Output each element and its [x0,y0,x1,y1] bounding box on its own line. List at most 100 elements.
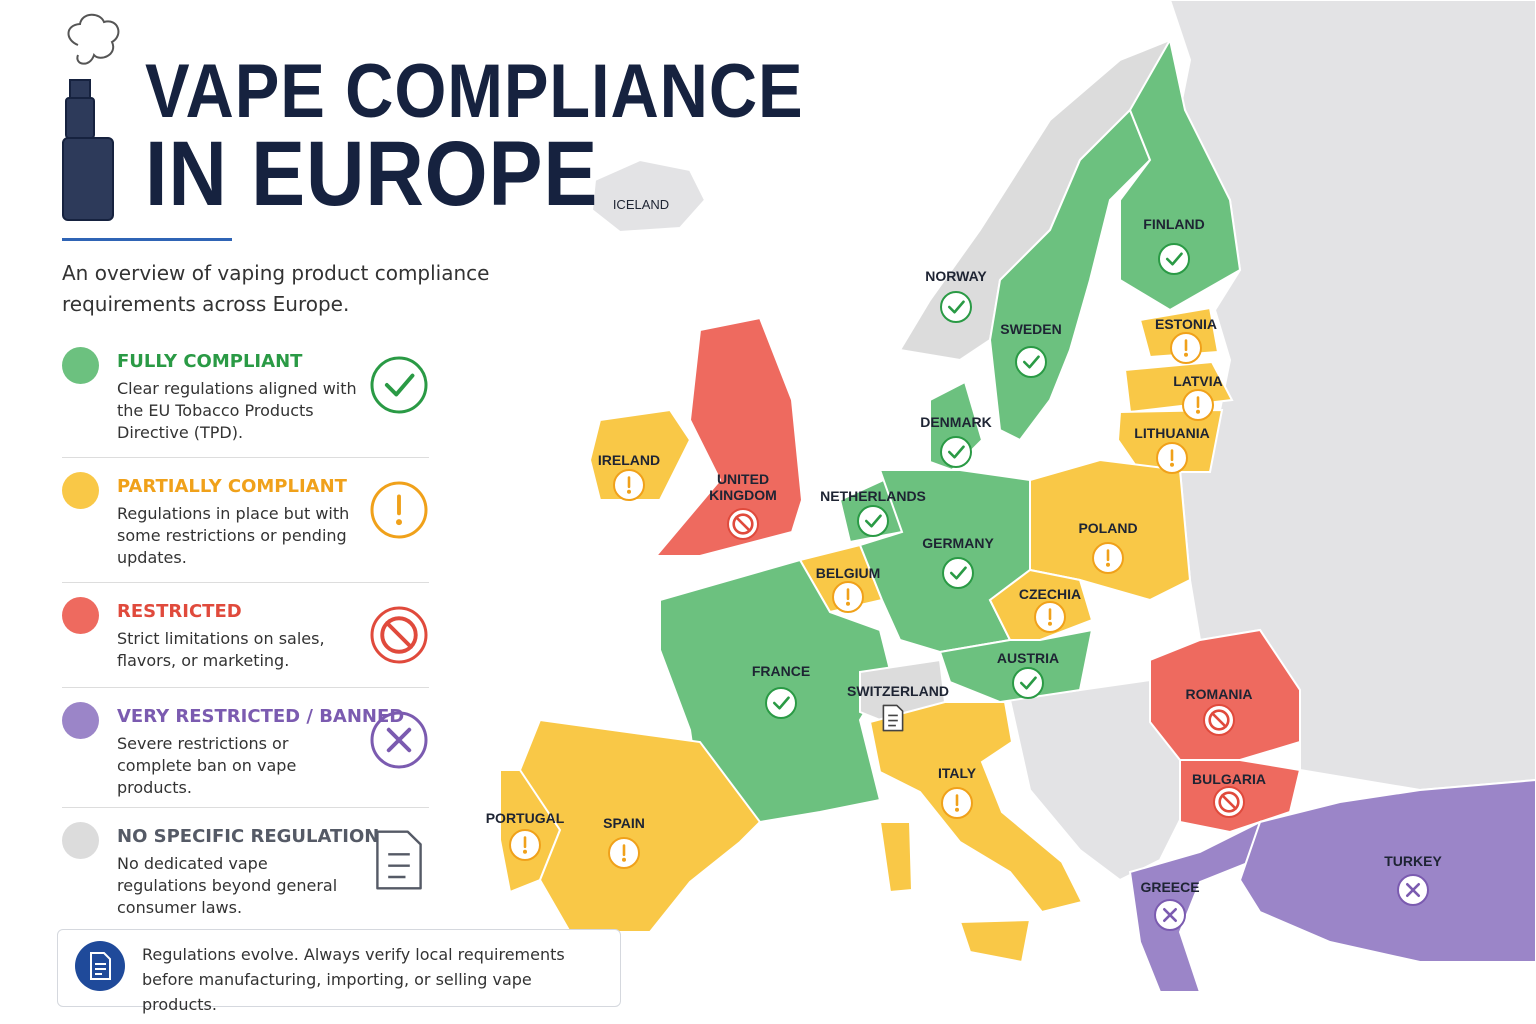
doc-glyph [882,704,904,732]
country-label: NETHERLANDS [820,488,926,504]
x-glyph [386,727,412,753]
x-glyph [1406,883,1420,897]
icon-ring [765,687,797,719]
country-shape [938,628,1094,704]
country-shape [1119,37,1242,312]
iceland-shape [590,158,707,234]
legend-label: VERY RESTRICTED / BANNED [117,706,405,727]
country-shape [1238,778,1536,963]
status-icon [1182,389,1214,421]
country-shape [868,701,1084,914]
country-label: GREECE [1140,879,1200,895]
country-label: DENMARK [920,414,992,430]
note-icon-circle [75,941,125,991]
doc-glyph [376,830,422,890]
status-icon [1154,899,1186,931]
status-icon [1170,332,1202,364]
country-label: ICELAND [612,197,670,212]
icon-ring [942,557,974,589]
country-label: FINLAND [1143,216,1205,232]
vapor-cloud [67,13,120,65]
status-icon [608,837,640,869]
legend-swatch [62,472,99,509]
exclamation-dot [1106,562,1110,567]
country-label: UNITED KINGDOM [709,471,777,503]
country-label: POLAND [1078,520,1138,536]
legend-separator [62,807,429,808]
status-icon [1397,874,1429,906]
legend-swatch [62,702,99,739]
subtitle: An overview of vaping product compliance… [62,261,490,316]
vape-tank [65,97,95,139]
legend-description: Strict limitations on sales, flavors, or… [117,629,325,670]
status-icon [940,436,972,468]
status-icon [1012,667,1044,699]
country-label: ITALY [937,765,977,781]
legend-description: Severe restrictions or complete ban on v… [117,734,297,797]
country-shape [958,918,1032,964]
status-icon [1092,542,1124,574]
status-icon [1213,786,1245,818]
legend-separator [62,582,429,583]
country-label: ROMANIA [1185,686,1253,702]
legend-separator [62,687,429,688]
legend-label: RESTRICTED [117,601,242,622]
legend-description: No dedicated vape regulations beyond gen… [117,854,338,917]
countries [499,37,1536,993]
country-label: BULGARIA [1192,771,1266,787]
status-icon [942,557,974,589]
check-glyph [384,373,415,397]
vape-device [62,13,120,221]
country-label: BELGIUM [815,565,881,581]
status-icon [1158,243,1190,275]
status-icon [940,291,972,323]
exclamation-dot [1196,409,1200,414]
legend-icons [370,356,428,890]
ban-slash [385,621,413,649]
country-label: AUSTRIA [996,650,1060,666]
country-label: GERMANY [922,535,994,551]
country-label: NORWAY [925,268,987,284]
ban-glyph [732,513,754,535]
icon-ring [940,291,972,323]
legend-label: FULLY COMPLIANT [117,351,303,372]
exclamation-dot [955,807,959,812]
status-icon [727,508,759,540]
ban-glyph [1218,791,1240,813]
status-icon [1156,442,1188,474]
country-label: TURKEY [1384,853,1442,869]
x-glyph [1163,908,1177,922]
exclamation-dot [523,849,527,854]
status-icon [882,704,904,732]
icon-ring [1012,667,1044,699]
country-label: IRELAND [597,452,661,468]
ban-slash [735,516,751,532]
check-glyph [947,445,965,459]
note-icon [75,941,125,991]
country-icons [509,243,1429,931]
legend-label: NO SPECIFIC REGULATION [117,826,380,847]
country-label: FRANCE [751,663,811,679]
icon-ring [1158,243,1190,275]
country-shape [1149,628,1301,761]
icon-ring [370,356,428,414]
ban-glyph [1208,709,1230,731]
check-glyph [772,696,790,710]
legend-separator [62,457,429,458]
icon-ring [857,505,889,537]
ban-slash [1221,794,1237,810]
country-shape [518,718,762,933]
check-glyph [864,514,882,528]
check-glyph [1019,676,1037,690]
country-label: SWEDEN [1000,321,1062,337]
status-icon [1015,346,1047,378]
country-shape [1128,820,1262,993]
country-label: SWITZERLAND [847,683,949,699]
check-glyph [947,300,965,314]
status-icon [613,469,645,501]
exclamation-dot [622,857,626,862]
exclamation-dot [627,489,631,494]
exclamation-dot [846,601,850,606]
exclamation-dot [1048,621,1052,626]
